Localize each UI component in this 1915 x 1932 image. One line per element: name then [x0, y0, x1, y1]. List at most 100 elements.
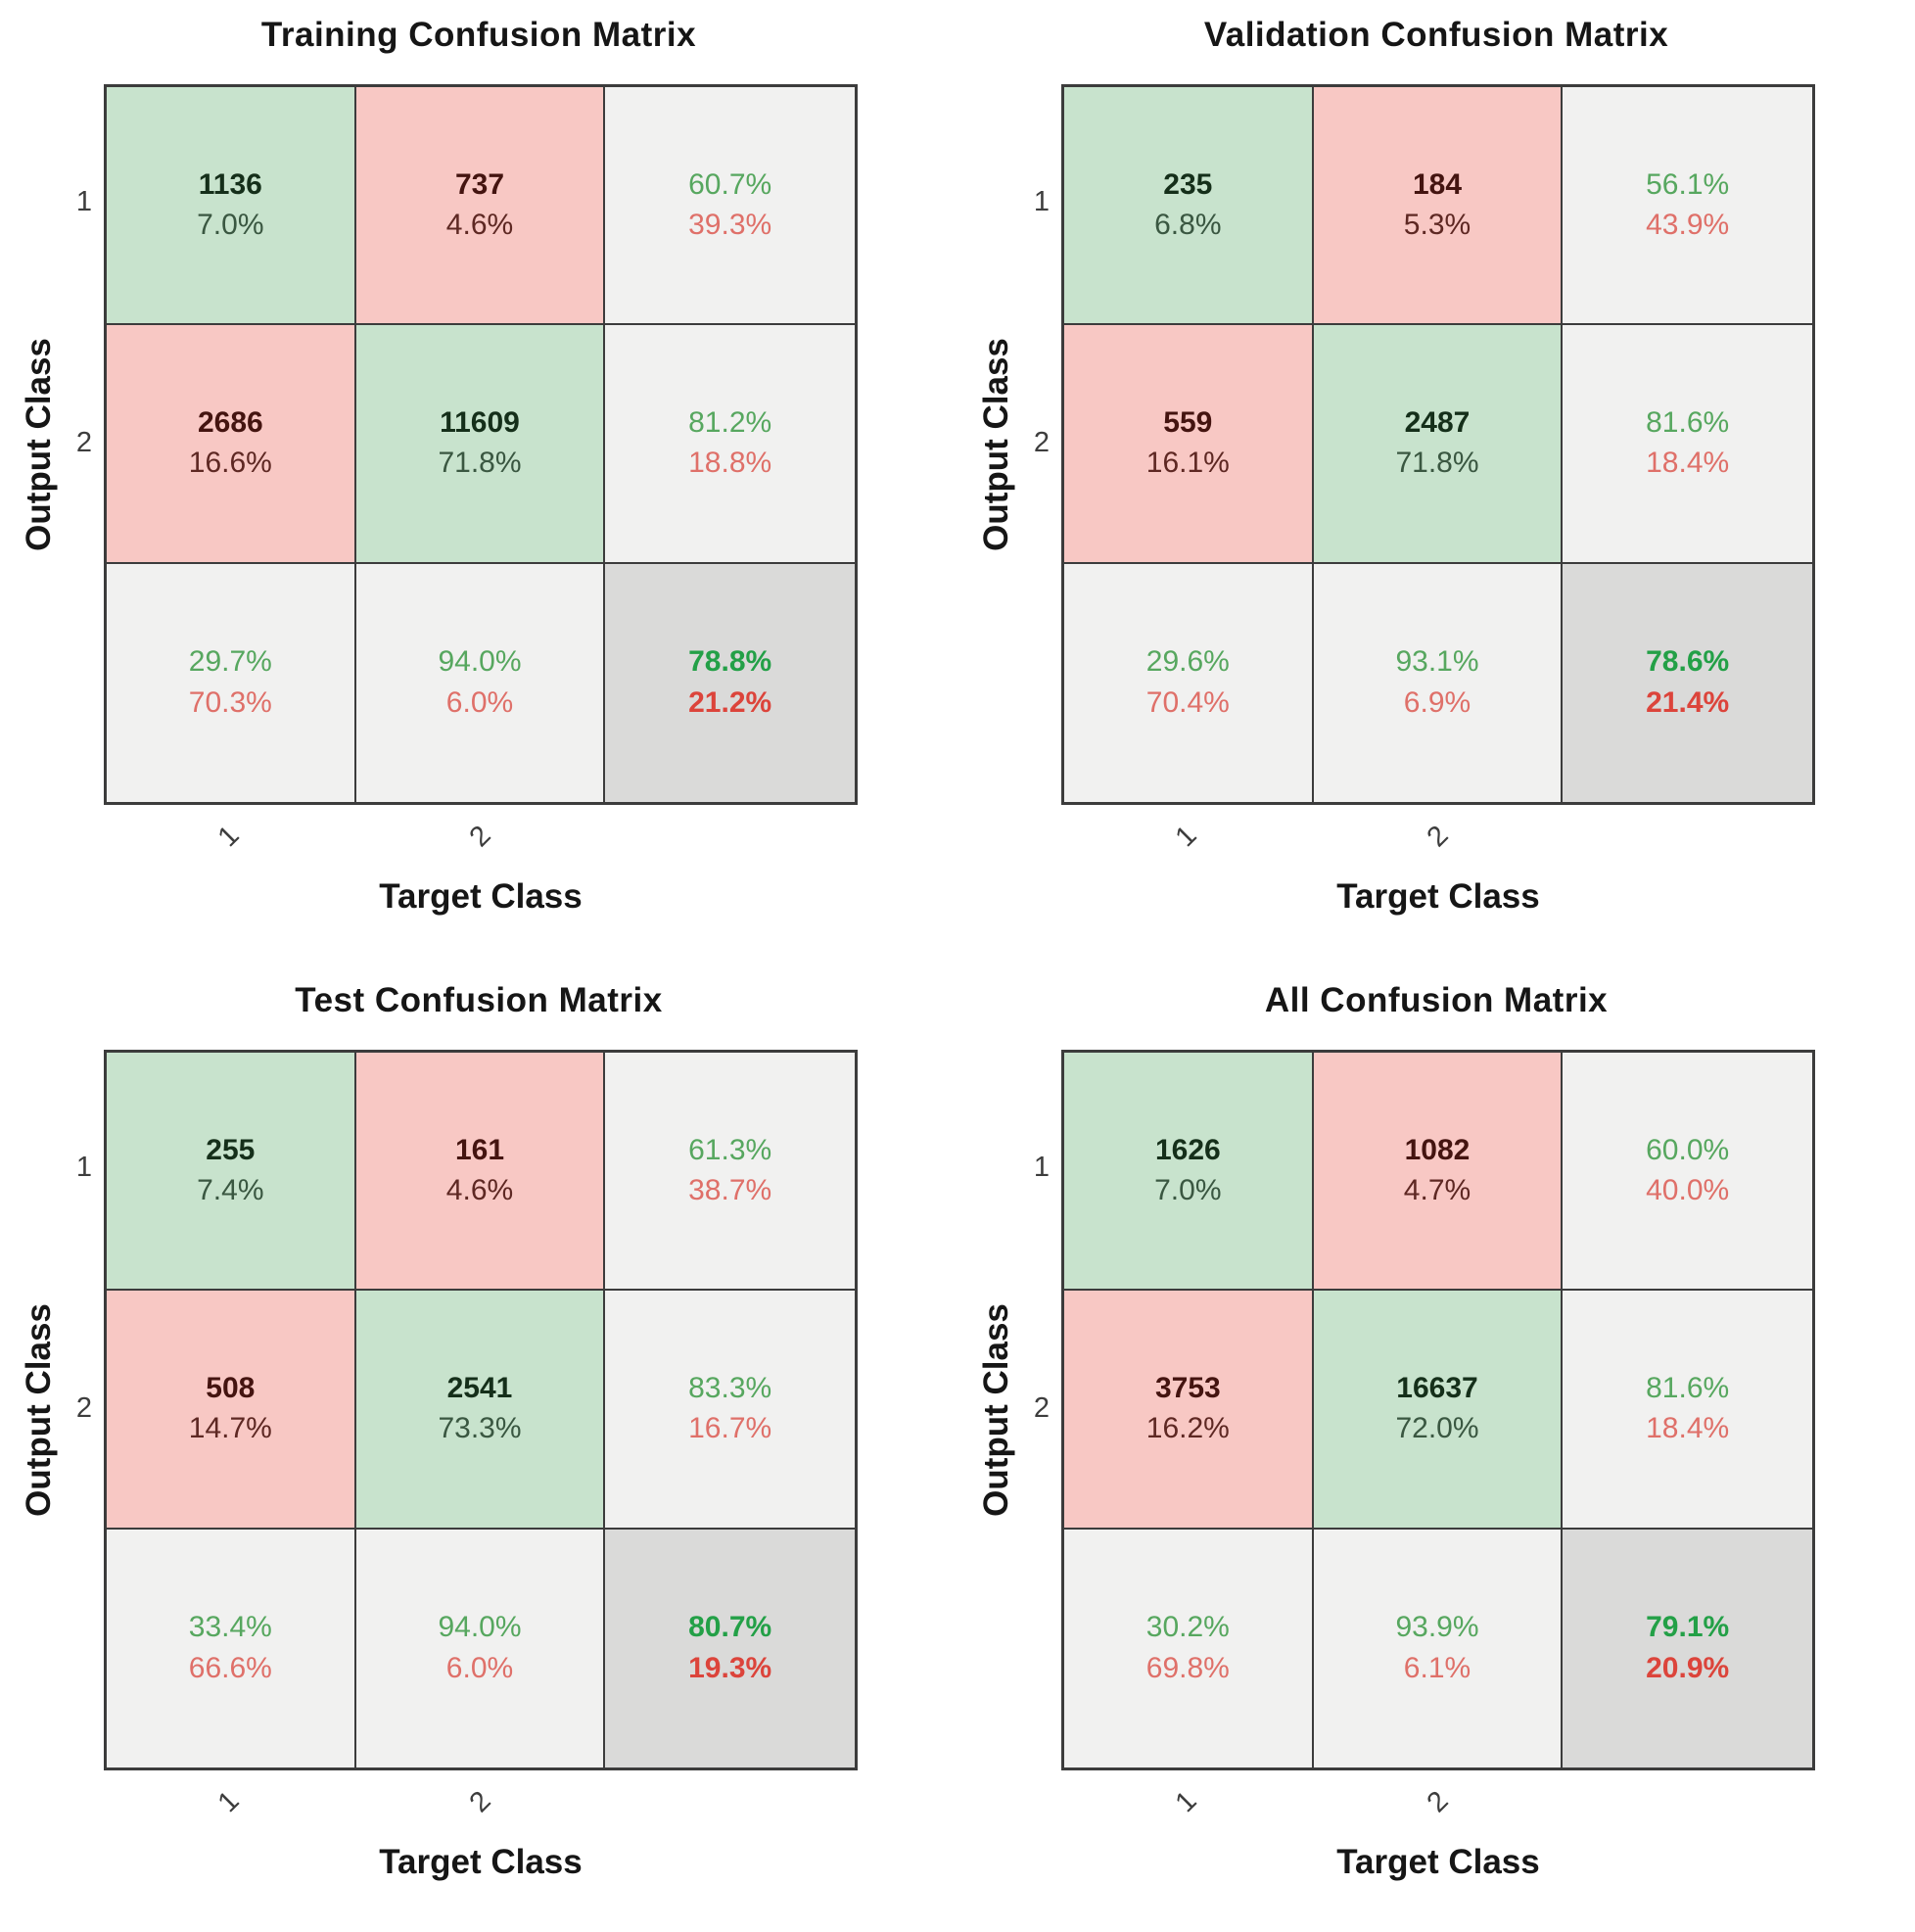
cell-green-percentage: 81.6% — [1646, 405, 1730, 439]
panel-title: Training Confusion Matrix — [260, 16, 697, 54]
cell-green-percentage: 29.6% — [1145, 645, 1230, 679]
cell-red-percentage: 21.2% — [688, 685, 772, 719]
matrix-cell-col1-summary: 29.7% 70.3% — [107, 563, 356, 802]
y-tick-1: 1 — [1033, 1152, 1050, 1183]
cell-count: 1082 — [1404, 1133, 1471, 1166]
cell-percentage: 71.8% — [1395, 447, 1479, 480]
cell-percentage: 16.1% — [1145, 447, 1230, 480]
matrix-cell-col2-summary: 94.0% 6.0% — [355, 1529, 606, 1767]
cell-percentage: 7.0% — [197, 209, 264, 242]
cell-percentage: 4.6% — [445, 209, 514, 242]
matrix-cell-true-positive: 235 6.8% — [1064, 87, 1314, 326]
matrix-cell-true-negative: 16637 72.0% — [1313, 1291, 1564, 1530]
matrix-cell-false-positive: 559 16.1% — [1064, 325, 1314, 564]
cell-count: 16637 — [1396, 1371, 1478, 1404]
cell-percentage: 4.6% — [445, 1174, 514, 1207]
panel-title: Test Confusion Matrix — [295, 981, 663, 1019]
cell-red-percentage: 38.7% — [688, 1174, 772, 1207]
matrix-cell-col1-summary: 30.2% 69.8% — [1064, 1529, 1314, 1767]
matrix-cell-false-negative: 184 5.3% — [1313, 87, 1564, 326]
matrix-cell-false-negative: 737 4.6% — [355, 87, 606, 326]
matrix-cell-false-positive: 3753 16.2% — [1064, 1291, 1314, 1530]
cell-red-percentage: 40.0% — [1646, 1174, 1730, 1207]
y-tick-2: 2 — [75, 427, 92, 458]
panel-title: Validation Confusion Matrix — [1203, 16, 1669, 54]
y-tick-1: 1 — [1033, 186, 1050, 217]
matrix-cell-col2-summary: 94.0% 6.0% — [355, 563, 606, 802]
x-tick-2: 2 — [1421, 820, 1455, 854]
cell-count: 2541 — [446, 1371, 513, 1404]
cell-green-percentage: 83.3% — [688, 1371, 772, 1404]
matrix-cell-true-positive: 1626 7.0% — [1064, 1053, 1314, 1292]
cell-red-percentage: 70.3% — [188, 685, 272, 719]
cell-red-percentage: 18.4% — [1646, 1412, 1730, 1445]
matrix-cell-false-positive: 2686 16.6% — [107, 325, 356, 564]
cell-count: 559 — [1163, 405, 1213, 439]
cell-percentage: 6.8% — [1154, 209, 1222, 242]
cell-red-percentage: 66.6% — [188, 1651, 272, 1684]
cell-red-percentage: 69.8% — [1145, 1651, 1230, 1684]
y-tick-2: 2 — [1033, 1392, 1050, 1424]
cell-green-percentage: 60.0% — [1646, 1133, 1730, 1166]
x-axis-label: Target Class — [379, 1843, 583, 1881]
matrix-cell-row1-summary: 60.0% 40.0% — [1563, 1053, 1812, 1292]
cell-green-percentage: 93.9% — [1395, 1611, 1479, 1644]
matrix-cell-true-negative: 11609 71.8% — [355, 325, 606, 564]
matrix-cell-col1-summary: 29.6% 70.4% — [1064, 563, 1314, 802]
cell-green-percentage: 79.1% — [1646, 1611, 1730, 1644]
matrix-cell-true-positive: 255 7.4% — [107, 1053, 356, 1292]
cell-percentage: 7.0% — [1154, 1174, 1222, 1207]
cell-count: 737 — [454, 167, 505, 201]
matrix-cell-overall-accuracy: 79.1% 20.9% — [1563, 1529, 1812, 1767]
cell-count: 184 — [1412, 167, 1463, 201]
matrix-cell-overall-accuracy: 78.8% 21.2% — [605, 563, 855, 802]
cell-count: 11609 — [440, 405, 520, 439]
confusion-matrix-grid: 1136 7.0% 737 4.6% 60.7% 39.3% 2686 16.6… — [104, 84, 858, 805]
matrix-cell-false-negative: 1082 4.7% — [1313, 1053, 1564, 1292]
cell-count: 235 — [1163, 167, 1213, 201]
y-tick-1: 1 — [75, 1152, 92, 1183]
cell-green-percentage: 80.7% — [688, 1611, 772, 1644]
y-tick-2: 2 — [75, 1392, 92, 1424]
cell-green-percentage: 93.1% — [1395, 645, 1479, 679]
matrix-cell-row1-summary: 56.1% 43.9% — [1563, 87, 1812, 326]
cell-green-percentage: 29.7% — [188, 645, 272, 679]
cell-red-percentage: 19.3% — [688, 1651, 772, 1684]
cell-count: 2487 — [1404, 405, 1471, 439]
matrix-cell-row2-summary: 81.2% 18.8% — [605, 325, 855, 564]
y-tick-2: 2 — [1033, 427, 1050, 458]
cell-red-percentage: 6.9% — [1403, 685, 1471, 719]
cell-red-percentage: 20.9% — [1646, 1651, 1730, 1684]
confusion-matrix-panel: Training Confusion Matrix Output Class 1… — [0, 0, 958, 966]
cell-red-percentage: 39.3% — [688, 209, 772, 242]
cell-percentage: 14.7% — [188, 1412, 272, 1445]
matrix-cell-col2-summary: 93.1% 6.9% — [1313, 563, 1564, 802]
matrix-cell-overall-accuracy: 80.7% 19.3% — [605, 1529, 855, 1767]
matrix-cell-row2-summary: 83.3% 16.7% — [605, 1291, 855, 1530]
matrix-cell-true-negative: 2487 71.8% — [1313, 325, 1564, 564]
cell-green-percentage: 81.6% — [1646, 1371, 1730, 1404]
matrix-cell-false-negative: 161 4.6% — [355, 1053, 606, 1292]
cell-percentage: 16.6% — [188, 447, 272, 480]
cell-red-percentage: 43.9% — [1646, 209, 1730, 242]
matrix-cell-overall-accuracy: 78.6% 21.4% — [1563, 563, 1812, 802]
cell-percentage: 16.2% — [1145, 1412, 1230, 1445]
cell-green-percentage: 30.2% — [1145, 1611, 1230, 1644]
matrix-cell-true-negative: 2541 73.3% — [355, 1291, 606, 1530]
x-tick-2: 2 — [1421, 1785, 1455, 1819]
panel-title: All Confusion Matrix — [1264, 981, 1609, 1019]
cell-red-percentage: 6.1% — [1403, 1651, 1471, 1684]
confusion-matrix-grid: 235 6.8% 184 5.3% 56.1% 43.9% 559 16.1% … — [1061, 84, 1815, 805]
cell-percentage: 5.3% — [1403, 209, 1471, 242]
cell-percentage: 7.4% — [197, 1174, 264, 1207]
cell-percentage: 71.8% — [438, 447, 522, 480]
cell-red-percentage: 21.4% — [1646, 685, 1730, 719]
cell-red-percentage: 6.0% — [445, 685, 514, 719]
cell-percentage: 73.3% — [438, 1412, 522, 1445]
cell-green-percentage: 61.3% — [688, 1133, 772, 1166]
cell-count: 1136 — [198, 167, 262, 201]
confusion-matrix-grid: 255 7.4% 161 4.6% 61.3% 38.7% 508 14.7% … — [104, 1050, 858, 1770]
matrix-cell-row1-summary: 60.7% 39.3% — [605, 87, 855, 326]
cell-count: 2686 — [197, 405, 263, 439]
matrix-cell-col1-summary: 33.4% 66.6% — [107, 1529, 356, 1767]
